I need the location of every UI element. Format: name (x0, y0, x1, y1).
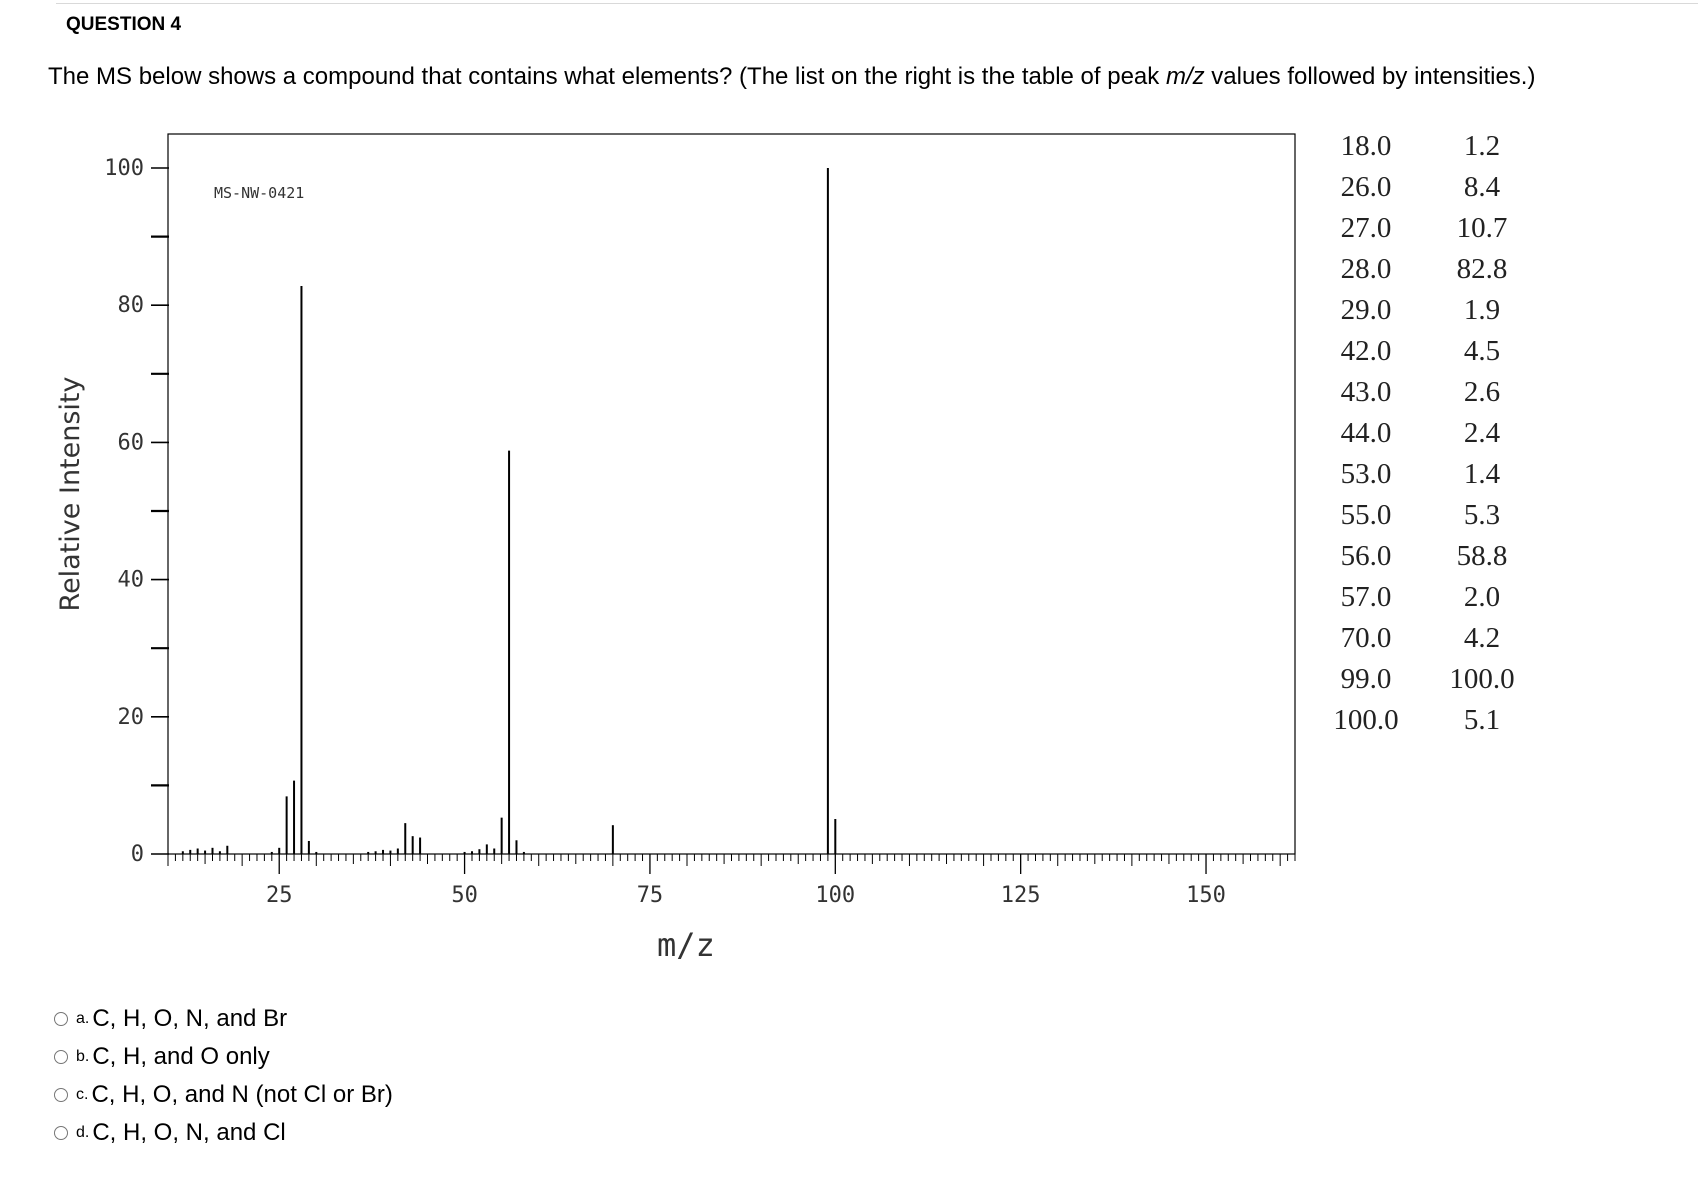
peak-intensity-value: 2.0 (1463, 581, 1501, 613)
option-text: C, H, O, N, and Br (92, 1005, 288, 1032)
option-letter: c. (76, 1086, 89, 1103)
y-tick-label: 20 (118, 705, 145, 730)
option-text: C, H, O, and N (not Cl or Br) (91, 1081, 393, 1108)
peak-intensity-value: 1.2 (1463, 130, 1501, 162)
peak-intensity-value: 82.8 (1456, 253, 1508, 285)
answer-option[interactable]: c. C, H, O, and N (not Cl or Br) (54, 1076, 393, 1114)
peak-intensity-value: 58.8 (1456, 540, 1508, 572)
peak-mz-value: 27.0 (1340, 212, 1392, 244)
peak-intensity-value: 100.0 (1449, 663, 1515, 695)
peak-mz-value: 55.0 (1340, 499, 1392, 531)
plot-frame (167, 133, 1296, 855)
x-tick-label: 50 (451, 883, 478, 908)
x-tick-label: 125 (1001, 883, 1041, 908)
mass-spectrum-chart: 0 20 40 60 80 100 25 50 75 100 125 150 MS-NW-0421 m/z… (55, 133, 1296, 964)
x-tick-label: 100 (815, 883, 855, 908)
x-axis-title: m/z (657, 926, 715, 964)
peak-mz-value: 100.0 (1333, 704, 1399, 736)
radio-button[interactable] (54, 1088, 68, 1102)
answer-option[interactable]: a. C, H, O, N, and Br (54, 1000, 393, 1038)
y-tick-label: 60 (118, 430, 145, 455)
option-letter: a. (76, 1010, 90, 1027)
peak-mz-value: 99.0 (1340, 663, 1392, 695)
peak-mz-value: 29.0 (1340, 294, 1392, 326)
peak-mz-value: 44.0 (1340, 417, 1392, 449)
peak-intensity-value: 5.3 (1463, 499, 1501, 531)
peak-intensity-value: 2.4 (1463, 417, 1501, 449)
question-header: QUESTION 4 (66, 14, 182, 35)
option-letter: d. (76, 1124, 90, 1141)
spectrum-id-label: MS-NW-0421 (214, 184, 304, 202)
radio-button[interactable] (54, 1012, 68, 1026)
peak-mz-value: 43.0 (1340, 376, 1392, 408)
peak-intensity-value: 10.7 (1456, 212, 1508, 244)
peak-mz-value: 18.0 (1340, 130, 1392, 162)
question-text-part2: values followed by intensities.) (1204, 63, 1536, 90)
peak-mz-value: 28.0 (1340, 253, 1392, 285)
option-letter: b. (76, 1048, 90, 1065)
peak-intensity-value: 5.1 (1463, 704, 1501, 736)
question-text: The MS below shows a compound that conta… (48, 63, 1535, 91)
y-tick-label: 80 (118, 293, 145, 318)
peak-intensity-value: 2.6 (1463, 376, 1501, 408)
peak-mz-value: 53.0 (1340, 458, 1392, 490)
question-text-italic: m/z (1165, 63, 1205, 90)
radio-button[interactable] (54, 1050, 68, 1064)
y-tick-label: 100 (104, 156, 144, 181)
y-tick-label: 0 (131, 842, 144, 867)
x-tick-label: 150 (1186, 883, 1226, 908)
question-text-part1: The MS below shows a compound that conta… (48, 63, 1166, 90)
peak-mz-value: 42.0 (1340, 335, 1392, 367)
peak-intensity-value: 4.2 (1463, 622, 1501, 654)
peak-mz-value: 57.0 (1340, 581, 1392, 613)
y-tick-label: 40 (118, 568, 145, 593)
x-tick-label: 75 (637, 883, 664, 908)
option-text: C, H, O, N, and Cl (92, 1119, 286, 1146)
peak-intensity-value: 4.5 (1463, 335, 1501, 367)
answer-options: a. C, H, O, N, and Br b. C, H, and O only c.… (54, 1000, 393, 1152)
peak-mz-value: 56.0 (1340, 540, 1392, 572)
answer-option[interactable]: d. C, H, O, N, and Cl (54, 1114, 393, 1152)
y-axis-title: Relative Intensity (55, 376, 86, 611)
answer-option[interactable]: b. C, H, and O only (54, 1038, 393, 1076)
peak-intensity-value: 1.4 (1463, 458, 1501, 490)
option-text: C, H, and O only (92, 1043, 270, 1070)
radio-button[interactable] (54, 1126, 68, 1140)
x-tick-label: 25 (266, 883, 293, 908)
peak-intensity-value: 1.9 (1463, 294, 1501, 326)
top-divider (56, 3, 1698, 4)
peak-intensity-value: 8.4 (1463, 171, 1501, 203)
peak-mz-value: 70.0 (1340, 622, 1392, 654)
peak-mz-value: 26.0 (1340, 171, 1392, 203)
